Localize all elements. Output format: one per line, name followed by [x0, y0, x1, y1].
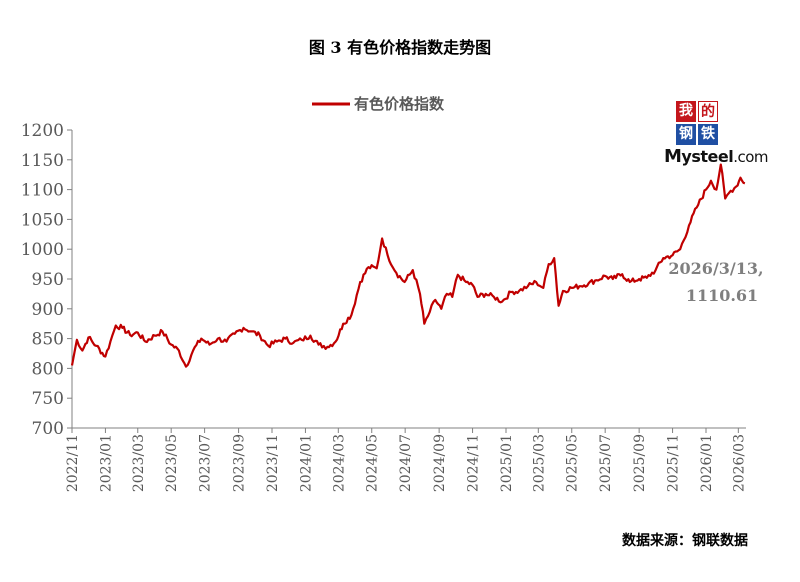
annotation-date: 2026/3/13, — [668, 259, 763, 278]
logo-cell: 的 — [698, 101, 718, 122]
legend-label: 有色价格指数 — [354, 95, 445, 113]
y-tick-label: 850 — [32, 330, 64, 350]
x-tick-label: 2025/01 — [499, 434, 515, 492]
x-tick-label: 2024/09 — [432, 434, 448, 492]
y-tick-label: 1150 — [21, 151, 64, 171]
x-tick-label: 2024/07 — [398, 434, 414, 492]
x-tick-label: 2024/01 — [298, 434, 314, 492]
mysteel-logo: 我 的 钢 铁 Mysteel.com — [664, 101, 769, 171]
y-tick-label: 750 — [32, 389, 64, 409]
x-tick-label: 2023/01 — [98, 434, 114, 492]
x-tick-label: 2025/07 — [598, 434, 614, 492]
y-axis: 700 750 800 850 900 950 1000 1050 1100 1150 1200 — [21, 121, 73, 439]
x-tick-label: 2026/03 — [731, 434, 747, 492]
legend: 有色价格指数 — [312, 95, 445, 113]
x-tick-label: 2024/05 — [365, 434, 381, 492]
x-tick-label: 2023/11 — [265, 434, 281, 492]
y-tick-label: 1000 — [21, 240, 64, 260]
series-group — [70, 163, 746, 368]
logo-cell: 铁 — [698, 124, 718, 145]
x-tick-label: 2025/05 — [565, 434, 581, 492]
y-tick-label: 900 — [32, 300, 64, 320]
x-tick-label: 2024/11 — [466, 434, 482, 492]
x-tick-label: 2025/09 — [632, 434, 648, 492]
x-tick-label: 2023/05 — [164, 434, 180, 492]
y-tick-label: 700 — [32, 419, 64, 439]
x-tick-label: 2025/11 — [666, 434, 682, 492]
y-tick-label: 1100 — [21, 181, 64, 201]
x-tick-label: 2026/01 — [699, 434, 715, 492]
logo-wordmark: Mysteel.com — [664, 146, 769, 167]
y-tick-label: 800 — [32, 359, 64, 379]
annotation: 2026/3/13, 1110.61 — [668, 259, 763, 305]
annotation-value: 1110.61 — [686, 286, 758, 305]
x-axis: 2022/11 2023/01 2023/03 2023/05 2023/07 2023/… — [65, 427, 747, 492]
logo-cell: 钢 — [676, 124, 696, 145]
data-source: 数据来源：钢联数据 — [622, 533, 748, 549]
y-tick-label: 1050 — [21, 210, 64, 230]
logo-cell: 我 — [676, 101, 696, 122]
chart-title: 图 3 有色价格指数走势图 — [308, 38, 492, 57]
x-tick-label: 2023/07 — [198, 434, 214, 492]
series-line — [70, 163, 746, 368]
y-tick-label: 950 — [32, 270, 64, 290]
x-tick-label: 2023/09 — [232, 434, 248, 492]
x-tick-label: 2022/11 — [65, 434, 81, 492]
x-tick-label: 2025/03 — [531, 434, 547, 492]
y-tick-label: 1200 — [21, 121, 64, 141]
x-tick-label: 2024/03 — [331, 434, 347, 492]
x-tick-label: 2023/03 — [131, 434, 147, 492]
